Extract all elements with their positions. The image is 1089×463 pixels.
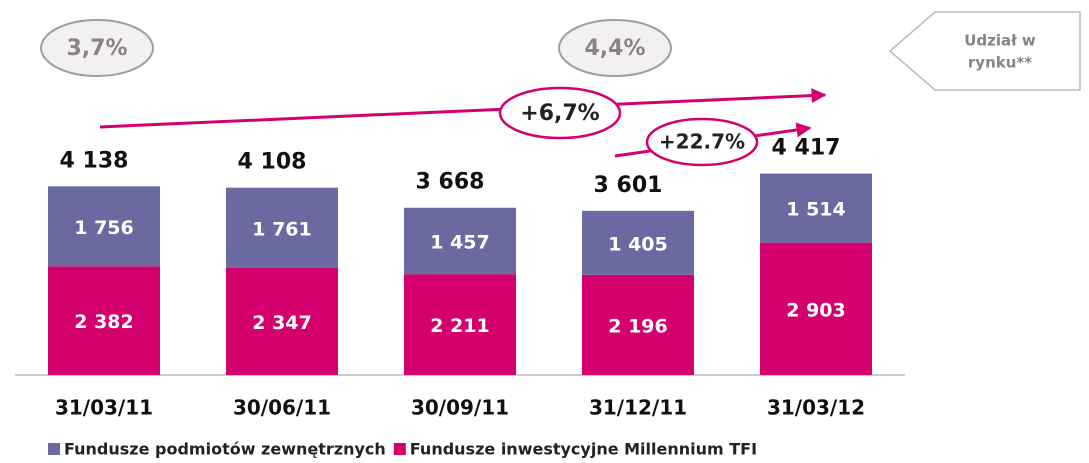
bar-segment xyxy=(226,267,338,375)
growth-arrow xyxy=(99,88,827,129)
value-label: 2 382 xyxy=(74,311,134,333)
bar-segment xyxy=(226,187,338,268)
total-label: 3 668 xyxy=(416,170,485,195)
growth-bubble xyxy=(645,117,759,167)
growth-text: +6,7% xyxy=(520,101,599,126)
x-tick-label: 30/06/11 xyxy=(233,396,331,420)
x-tick-label: 31/03/11 xyxy=(55,396,153,420)
x-tick-label: 31/12/11 xyxy=(589,396,687,420)
total-label: 4 108 xyxy=(238,150,307,175)
value-label: 2 196 xyxy=(608,315,668,337)
growth-bubble xyxy=(498,86,622,140)
bar-segment xyxy=(760,173,872,243)
callout-text: Udział w xyxy=(964,32,1036,50)
value-label: 2 347 xyxy=(252,312,312,334)
x-tick-label: 30/09/11 xyxy=(411,396,509,420)
share-text: 4,4% xyxy=(584,36,645,61)
total-label: 4 417 xyxy=(772,136,841,161)
bar-segment xyxy=(760,242,872,375)
value-label: 2 211 xyxy=(430,315,490,337)
value-label: 1 761 xyxy=(252,218,312,240)
value-label: 2 903 xyxy=(786,299,846,321)
legend-label: Fundusze inwestycyjne Millennium TFI xyxy=(410,440,757,459)
callout xyxy=(888,11,1081,91)
legend-label: Fundusze podmiotów zewnętrznych xyxy=(64,440,386,459)
value-label: 1 405 xyxy=(608,233,668,255)
share-text: 3,7% xyxy=(66,36,127,61)
share-bubble xyxy=(558,19,672,77)
value-label: 1 756 xyxy=(74,217,134,239)
total-label: 3 601 xyxy=(594,173,663,198)
value-label: 1 457 xyxy=(430,231,490,253)
share-bubble xyxy=(40,19,154,77)
bar-segment xyxy=(582,210,694,275)
bar-segment xyxy=(48,186,160,267)
growth-text: +22.7% xyxy=(659,130,745,154)
callout-text: rynku** xyxy=(968,54,1032,72)
bar-segment xyxy=(582,274,694,375)
legend-swatch xyxy=(48,443,60,455)
total-label: 4 138 xyxy=(60,148,129,173)
bar-segment xyxy=(404,274,516,375)
legend-swatch xyxy=(393,443,406,455)
bar-segment xyxy=(404,207,516,275)
bar-segment xyxy=(48,266,160,375)
x-tick-label: 31/03/12 xyxy=(767,396,865,420)
value-label: 1 514 xyxy=(786,199,846,221)
